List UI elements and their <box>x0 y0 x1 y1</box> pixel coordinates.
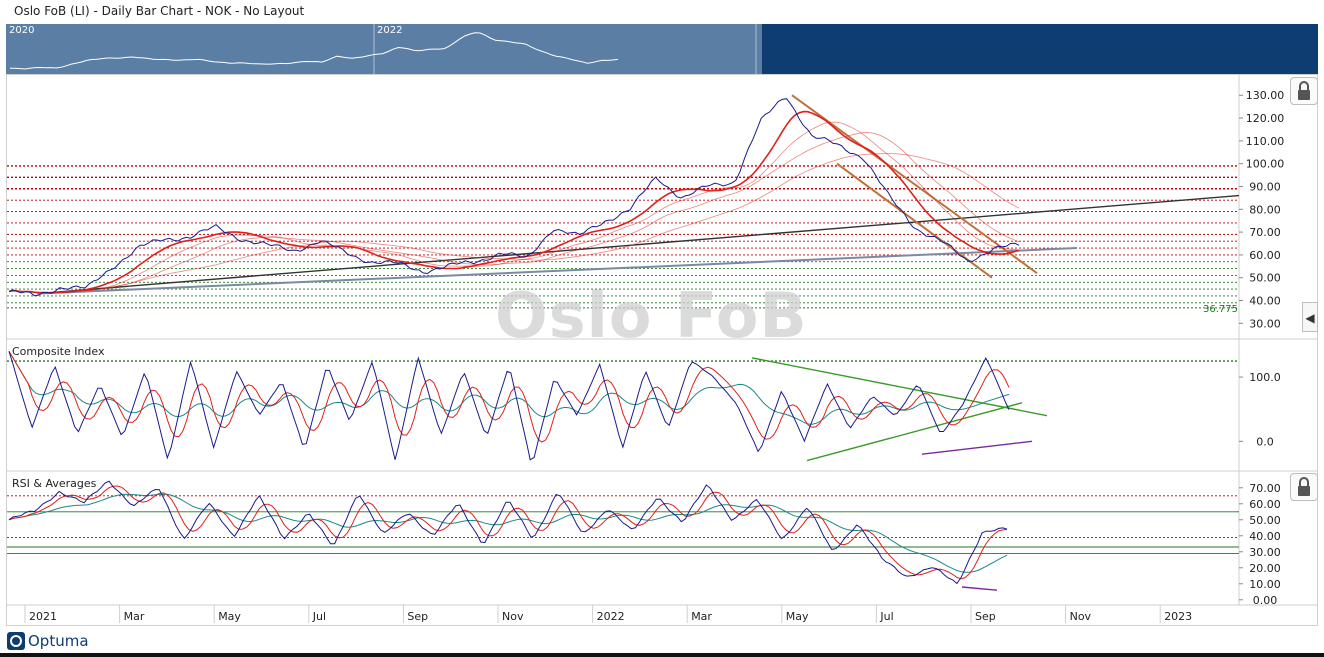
x-tick-label: 2022 <box>597 610 625 623</box>
rsi-label: RSI & Averages <box>12 477 97 490</box>
composite-line <box>8 351 1010 461</box>
rsi-tick-label: 10.00 <box>1249 578 1281 591</box>
price-tick-label: 60.00 <box>1249 249 1281 262</box>
trend-line-brown <box>791 94 1038 274</box>
price-tick-label: 120.00 <box>1246 112 1285 125</box>
price-tick-label: 80.00 <box>1249 203 1281 216</box>
x-tick-label: Sep <box>407 610 428 623</box>
price-tick-label: 130.00 <box>1246 89 1285 102</box>
divergence-line <box>961 586 998 591</box>
rsi-average-teal <box>8 493 1008 573</box>
x-tick-label: May <box>786 610 809 623</box>
moving-average-line <box>8 132 1020 294</box>
x-tick-label: 2021 <box>29 610 57 623</box>
rsi-tick-label: 20.00 <box>1249 562 1281 575</box>
rsi-tick-label: 0.00 <box>1253 594 1278 607</box>
x-tick-label: Nov <box>502 610 524 623</box>
trend-line-gray <box>36 247 1078 295</box>
optuma-logo-icon <box>7 632 25 650</box>
optuma-logo: Optuma <box>6 631 89 651</box>
lock-icon[interactable] <box>1290 473 1318 501</box>
price-tick-label: 30.00 <box>1249 317 1281 330</box>
navigator-history[interactable]: 2020 2022 <box>6 24 762 74</box>
moving-average-line <box>8 110 1020 294</box>
trend-line-black <box>36 194 1240 295</box>
composite-tick-label: 100.0 <box>1249 371 1281 384</box>
price-panel: 36.775 30.00 40.00 50.00 60.00 70.00 80.00 90.0… <box>7 75 1317 605</box>
bottom-bar <box>0 653 1324 657</box>
rsi-panel: 0.00 10.00 20.00 30.00 40.00 50.00 60.00 70.00 <box>7 480 1281 607</box>
x-tick-label: Mar <box>691 610 712 623</box>
x-tick-label: May <box>218 610 241 623</box>
x-tick-label: Jul <box>312 610 326 623</box>
rsi-line <box>8 480 1008 585</box>
price-line <box>8 98 1020 297</box>
rsi-tick-label: 70.00 <box>1249 482 1281 495</box>
window-title: Oslo FoB (LI) - Daily Bar Chart - NOK - … <box>14 4 305 18</box>
trend-line-green <box>751 357 1048 417</box>
x-tick-label: Jul <box>879 610 893 623</box>
collapse-panel-button[interactable]: ◀ <box>1302 302 1318 332</box>
price-tick-label: 110.00 <box>1246 135 1285 148</box>
price-tick-label: 70.00 <box>1249 226 1281 239</box>
navigator-year-label: 2020 <box>9 25 35 36</box>
last-value-label: 36.775 <box>1203 304 1238 315</box>
composite-index-panel: 0.0 100.0 <box>7 351 1317 472</box>
composite-index-label: Composite Index <box>12 345 105 358</box>
rsi-tick-label: 30.00 <box>1249 546 1281 559</box>
chart-area[interactable]: 36.775 30.00 40.00 50.00 60.00 70.00 80.00 90.0… <box>6 74 1318 626</box>
moving-average-line <box>8 153 1020 294</box>
x-tick-label: 2023 <box>1164 610 1192 623</box>
price-tick-label: 100.00 <box>1246 158 1285 171</box>
rsi-tick-label: 60.00 <box>1249 498 1281 511</box>
chart-canvas: 36.775 30.00 40.00 50.00 60.00 70.00 80.00 90.0… <box>7 75 1317 623</box>
navigator-future[interactable] <box>762 24 1318 74</box>
trend-line-green <box>806 402 1023 462</box>
price-tick-label: 50.00 <box>1249 272 1281 285</box>
moving-average-line <box>8 121 1020 294</box>
x-axis: 2021 Mar May Jul Sep Nov 2022 Mar May Jul Sep Nov 20… <box>7 604 1317 623</box>
rsi-tick-label: 50.00 <box>1249 514 1281 527</box>
navigator-sparkline <box>9 24 757 74</box>
divergence-line <box>921 440 1033 455</box>
x-tick-label: Mar <box>124 610 145 623</box>
price-tick-label: 40.00 <box>1249 295 1281 308</box>
price-tick-label: 90.00 <box>1249 181 1281 194</box>
rsi-average-red <box>8 485 1008 580</box>
composite-average-red <box>8 351 1010 443</box>
composite-tick-label: 0.0 <box>1256 435 1274 448</box>
x-tick-label: Sep <box>975 610 996 623</box>
logo-text: Optuma <box>28 632 89 650</box>
watermark: Oslo FoB <box>495 279 808 352</box>
composite-average-teal <box>8 351 1010 425</box>
navigator-year-label: 2022 <box>377 25 403 36</box>
x-tick-label: Nov <box>1070 610 1092 623</box>
lock-icon[interactable] <box>1290 77 1318 105</box>
rsi-tick-label: 40.00 <box>1249 530 1281 543</box>
